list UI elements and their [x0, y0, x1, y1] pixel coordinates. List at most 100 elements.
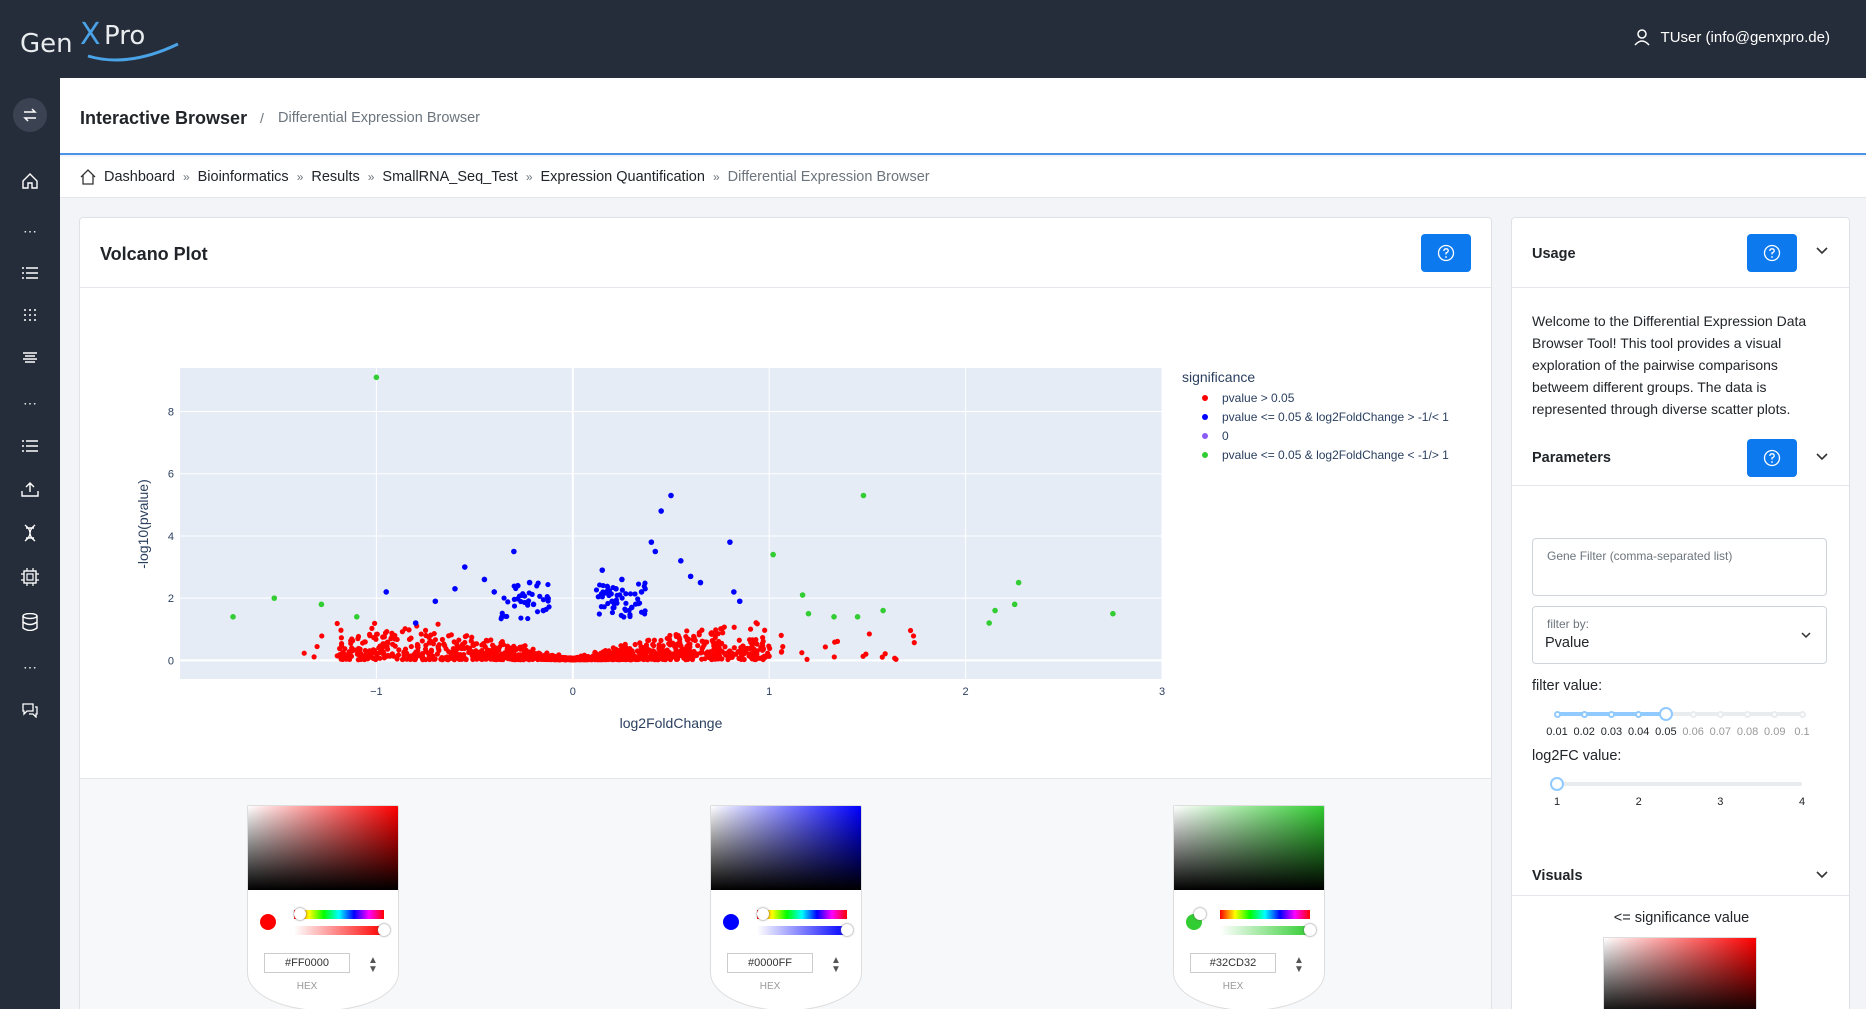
data-point[interactable] [729, 654, 735, 660]
data-point[interactable] [598, 604, 604, 610]
data-point[interactable] [704, 652, 711, 658]
data-point[interactable] [860, 492, 867, 499]
data-point[interactable] [435, 621, 441, 627]
data-point[interactable] [389, 651, 395, 657]
data-point[interactable] [863, 651, 869, 657]
log2fc-slider[interactable]: 1 2 3 4 [1512, 774, 1851, 814]
data-point[interactable] [353, 614, 360, 620]
data-point[interactable] [432, 637, 439, 643]
data-point[interactable] [684, 628, 690, 634]
data-point[interactable] [780, 644, 786, 650]
data-point[interactable] [230, 614, 236, 620]
data-point[interactable] [311, 654, 317, 660]
data-point[interactable] [519, 656, 525, 662]
data-point[interactable] [854, 614, 861, 620]
data-point[interactable] [663, 652, 669, 658]
data-point[interactable] [778, 632, 784, 638]
data-point[interactable] [348, 640, 354, 647]
data-point[interactable] [528, 654, 534, 660]
data-point[interactable] [658, 508, 664, 514]
alpha-slider[interactable] [294, 926, 384, 935]
data-point[interactable] [634, 648, 641, 654]
data-point[interactable] [499, 614, 505, 620]
align-icon[interactable] [15, 343, 45, 373]
data-point[interactable] [646, 637, 652, 643]
data-point[interactable] [599, 594, 605, 600]
data-point[interactable] [621, 614, 627, 620]
data-point[interactable] [632, 591, 638, 597]
data-point[interactable] [340, 649, 346, 655]
chevron-down-icon[interactable] [1815, 450, 1829, 464]
data-point[interactable] [645, 657, 651, 663]
data-point[interactable] [366, 648, 373, 654]
breadcrumb-expression-quantification[interactable]: Expression Quantification [540, 169, 705, 185]
data-point[interactable] [423, 642, 429, 648]
data-point[interactable] [383, 589, 390, 595]
data-point[interactable] [381, 650, 387, 656]
data-point[interactable] [686, 653, 692, 659]
data-point[interactable] [585, 655, 592, 661]
slider-track[interactable] [1557, 712, 1802, 716]
data-point[interactable] [371, 620, 378, 626]
breadcrumb-bioinformatics[interactable]: Bioinformatics [197, 169, 289, 185]
data-point[interactable] [623, 600, 629, 606]
data-point[interactable] [632, 601, 639, 607]
data-point[interactable] [550, 655, 556, 662]
data-point[interactable] [504, 643, 511, 649]
legend-item[interactable]: pvalue > 0.05 [1222, 391, 1295, 405]
data-point[interactable] [637, 640, 643, 646]
data-point[interactable] [651, 649, 657, 655]
data-point[interactable] [627, 591, 634, 597]
data-point[interactable] [468, 638, 474, 644]
hue-knob[interactable] [757, 908, 769, 920]
data-point[interactable] [699, 645, 705, 652]
data-point[interactable] [432, 598, 439, 605]
data-point[interactable] [648, 539, 655, 545]
grid-icon[interactable] [15, 300, 45, 330]
visuals-header[interactable]: Visuals [1512, 824, 1849, 896]
data-point[interactable] [366, 655, 372, 661]
data-point[interactable] [545, 598, 551, 604]
gene-filter-input[interactable]: Gene Filter (comma-separated list) [1532, 538, 1827, 596]
breadcrumb-results[interactable]: Results [311, 169, 360, 185]
data-point[interactable] [699, 656, 705, 662]
hue-slider[interactable] [757, 910, 847, 919]
data-point[interactable] [635, 596, 641, 602]
data-point[interactable] [432, 656, 438, 662]
data-point[interactable] [804, 656, 810, 663]
data-point[interactable] [709, 656, 715, 663]
data-point[interactable] [690, 650, 696, 656]
data-point[interactable] [505, 599, 511, 605]
data-point[interactable] [428, 648, 434, 655]
data-point[interactable] [635, 581, 642, 587]
usage-help-button[interactable] [1747, 234, 1797, 272]
data-point[interactable] [695, 642, 701, 649]
data-point[interactable] [715, 645, 721, 651]
data-point[interactable] [415, 644, 421, 651]
data-point[interactable] [668, 492, 674, 499]
data-point[interactable] [642, 608, 648, 614]
data-point[interactable] [521, 648, 527, 654]
data-point[interactable] [412, 656, 418, 663]
data-point[interactable] [805, 610, 812, 617]
data-point[interactable] [481, 576, 488, 583]
legend-item[interactable]: pvalue <= 0.05 & log2FoldChange < -1/> 1 [1222, 448, 1449, 462]
parameters-header[interactable]: Parameters [1512, 414, 1849, 486]
format-toggle-icon[interactable]: ▲ ▼ [368, 955, 378, 975]
data-point[interactable] [537, 593, 543, 599]
data-point[interactable] [526, 579, 533, 586]
data-point[interactable] [713, 627, 719, 633]
more-icon[interactable]: ⋯ [23, 394, 37, 411]
data-point[interactable] [691, 633, 697, 639]
data-point[interactable] [423, 649, 429, 655]
data-point[interactable] [879, 654, 885, 660]
data-point[interactable] [652, 548, 659, 555]
data-point[interactable] [799, 592, 806, 598]
data-point[interactable] [457, 652, 463, 658]
data-point[interactable] [605, 600, 611, 607]
data-point[interactable] [426, 639, 432, 646]
data-point[interactable] [715, 631, 721, 637]
data-point[interactable] [658, 637, 664, 644]
data-point[interactable] [623, 591, 629, 597]
data-point[interactable] [490, 643, 496, 650]
